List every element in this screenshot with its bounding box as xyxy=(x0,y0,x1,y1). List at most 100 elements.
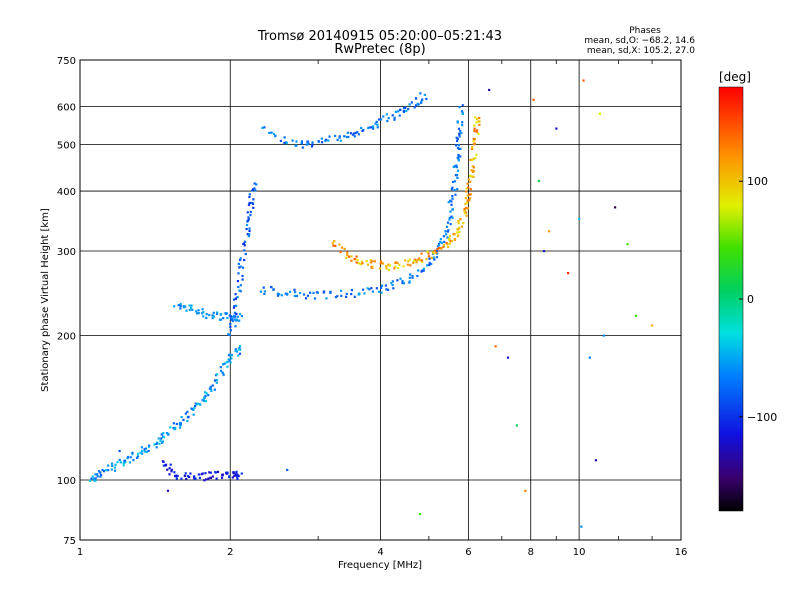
echo-point xyxy=(380,291,383,294)
echo-point xyxy=(247,234,250,238)
echo-point xyxy=(295,140,298,143)
echo-point xyxy=(147,449,150,452)
echo-point xyxy=(175,422,178,426)
echo-point xyxy=(446,230,449,233)
echo-point xyxy=(459,147,462,150)
echo-point xyxy=(167,432,170,436)
echo-point xyxy=(393,118,396,121)
echo-point xyxy=(449,210,452,213)
y-tick-label: 400 xyxy=(57,187,76,198)
y-tick-label: 750 xyxy=(57,56,76,67)
echo-point xyxy=(464,206,468,210)
echo-point xyxy=(143,448,146,451)
colorbar-tick-label: −100 xyxy=(747,411,777,424)
colorbar-ticks: 100 0 −100 xyxy=(739,175,777,424)
echo-point xyxy=(372,125,375,128)
echo-point xyxy=(404,106,407,109)
echo-point xyxy=(306,294,310,297)
echo-point xyxy=(219,369,223,372)
echo-point xyxy=(464,202,467,205)
echo-point xyxy=(226,365,229,368)
echo-point xyxy=(190,407,193,410)
echo-point xyxy=(409,273,412,276)
echo-point xyxy=(166,489,170,492)
echo-point xyxy=(346,253,349,257)
echo-point xyxy=(179,421,182,425)
echo-point xyxy=(455,165,458,169)
echo-point xyxy=(406,263,410,266)
echo-point xyxy=(422,269,425,272)
echo-point xyxy=(445,233,448,236)
echo-point xyxy=(455,164,458,167)
echo-point xyxy=(233,474,236,478)
echo-point xyxy=(162,460,165,464)
echo-point xyxy=(385,267,388,270)
echo-point xyxy=(226,316,229,320)
echo-point xyxy=(235,470,238,473)
echo-point xyxy=(360,126,363,130)
grid-lines xyxy=(80,60,681,540)
echo-point xyxy=(524,489,527,492)
echo-point xyxy=(247,218,250,221)
echo-point xyxy=(205,316,208,320)
echo-point xyxy=(460,225,464,228)
echo-point xyxy=(413,259,416,263)
echo-point xyxy=(412,261,415,264)
echo-point xyxy=(393,267,396,270)
echo-point xyxy=(345,256,348,259)
echo-point xyxy=(451,216,454,219)
echo-point xyxy=(356,258,359,261)
echo-point xyxy=(170,470,173,473)
echo-point xyxy=(229,329,232,332)
echo-point xyxy=(411,275,414,278)
echo-point xyxy=(228,475,231,478)
echo-point xyxy=(366,287,369,290)
echo-point xyxy=(279,139,283,142)
echo-point xyxy=(356,131,359,134)
echo-point xyxy=(205,392,208,395)
echo-point xyxy=(458,106,461,109)
echo-point xyxy=(300,140,304,143)
echo-point xyxy=(325,297,328,300)
echo-point xyxy=(313,297,317,300)
echo-point xyxy=(126,455,130,459)
echo-point xyxy=(210,389,213,392)
echo-point xyxy=(136,455,140,458)
echo-point xyxy=(471,165,474,168)
echo-point xyxy=(254,189,257,192)
echo-point xyxy=(320,137,323,140)
echo-point xyxy=(88,479,92,482)
echo-point xyxy=(443,240,446,244)
echo-point xyxy=(353,257,356,261)
echo-point xyxy=(456,139,459,142)
echo-point xyxy=(466,207,470,210)
x-tick-label: 8 xyxy=(528,547,534,558)
echo-point xyxy=(184,305,187,308)
echo-point xyxy=(456,228,459,231)
echo-point xyxy=(204,478,208,481)
echo-point xyxy=(131,451,134,455)
echo-point xyxy=(389,264,392,267)
echo-point xyxy=(220,476,224,479)
echo-point xyxy=(365,259,368,263)
echo-point xyxy=(457,159,460,162)
echo-point xyxy=(376,126,379,129)
echo-point xyxy=(420,100,423,103)
echo-point xyxy=(470,175,473,178)
echo-point xyxy=(433,258,436,261)
echo-point xyxy=(469,158,472,162)
echo-point xyxy=(240,472,243,475)
echo-point xyxy=(453,233,456,236)
echo-point xyxy=(435,251,438,254)
echo-point xyxy=(474,116,477,119)
echo-point xyxy=(312,291,315,295)
echo-point xyxy=(357,262,360,265)
echo-point xyxy=(465,187,468,190)
echo-point xyxy=(221,371,224,374)
echo-point xyxy=(229,315,232,318)
echo-point xyxy=(373,260,377,263)
echo-point xyxy=(346,251,349,254)
echo-point xyxy=(472,170,475,173)
echo-point xyxy=(445,242,448,245)
echo-point xyxy=(417,103,420,106)
